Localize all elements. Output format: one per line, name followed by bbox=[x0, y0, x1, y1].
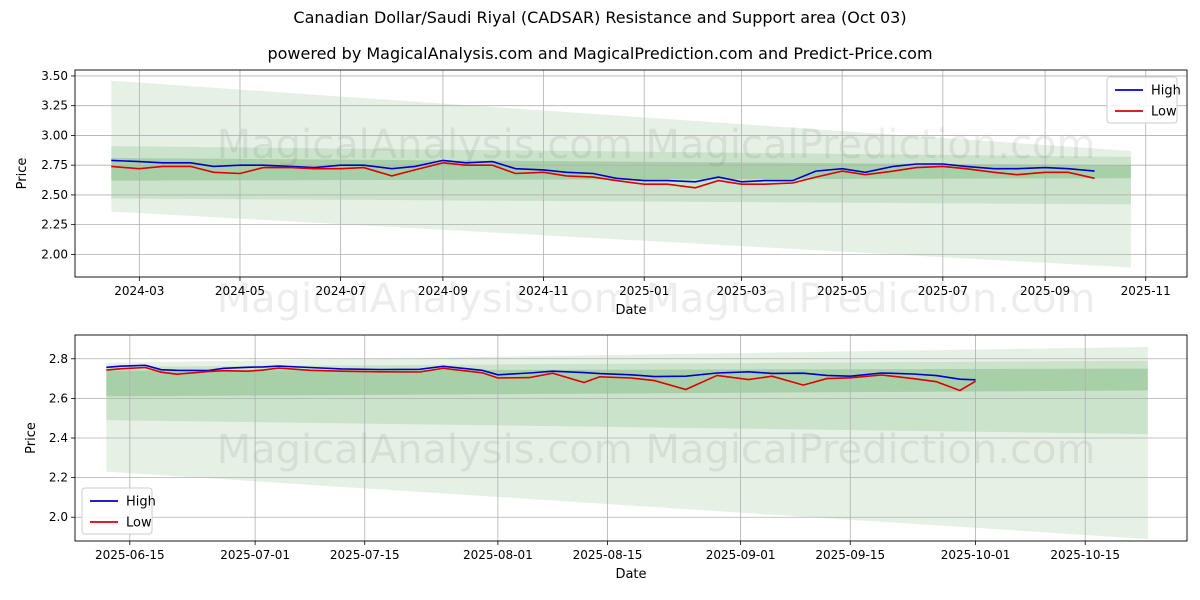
plot-frame bbox=[74, 69, 1188, 278]
legend: High Low bbox=[1106, 76, 1181, 124]
y-axis-label: Price bbox=[15, 158, 30, 190]
legend-label-high: High bbox=[126, 495, 156, 510]
resistance-support-band-1 bbox=[106, 346, 1148, 540]
watermark: MagicalAnalysis.com MagicalPrediction.co… bbox=[217, 427, 1096, 473]
legend-label-low: Low bbox=[126, 516, 152, 531]
watermark: MagicalAnalysis.com MagicalPrediction.co… bbox=[217, 276, 1096, 322]
x-tick-label: 2025-09-15 bbox=[815, 548, 885, 562]
y-tick-label: 2.0 bbox=[49, 510, 68, 524]
x-tick-label: 2025-07-15 bbox=[330, 548, 400, 562]
x-tick-label: 2024-07 bbox=[316, 284, 366, 298]
x-tick-label: 2024-09 bbox=[418, 284, 468, 298]
chart-subtitle: powered by MagicalAnalysis.com and Magic… bbox=[267, 44, 933, 63]
y-tick-label: 3.50 bbox=[41, 69, 68, 83]
series-line-low bbox=[106, 366, 977, 392]
watermark: MagicalAnalysis.com MagicalPrediction.co… bbox=[217, 122, 1096, 168]
y-tick-label: 2.2 bbox=[49, 471, 68, 485]
x-axis-label: Date bbox=[615, 303, 646, 318]
x-tick-label: 2025-08-15 bbox=[573, 548, 643, 562]
x-tick-label: 2025-10-15 bbox=[1050, 548, 1120, 562]
x-tick-label: 2025-03 bbox=[716, 284, 766, 298]
x-tick-label: 2025-11 bbox=[1121, 284, 1171, 298]
legend: High Low bbox=[81, 487, 156, 535]
resistance-support-band-2 bbox=[106, 360, 1148, 435]
plot-frame bbox=[74, 334, 1188, 542]
x-tick-label: 2024-03 bbox=[114, 284, 164, 298]
chart-title: Canadian Dollar/Saudi Riyal (CADSAR) Res… bbox=[293, 8, 907, 27]
y-tick-label: 3.25 bbox=[41, 99, 68, 113]
x-tick-label: 2025-07-01 bbox=[220, 548, 290, 562]
y-tick-label: 3.00 bbox=[41, 128, 68, 142]
y-tick-label: 2.6 bbox=[49, 391, 68, 405]
x-tick-label: 2025-09 bbox=[1020, 284, 1070, 298]
y-tick-label: 2.00 bbox=[41, 247, 68, 261]
y-tick-label: 2.25 bbox=[41, 218, 68, 232]
resistance-support-band-2 bbox=[111, 146, 1131, 205]
series-line-high bbox=[111, 159, 1095, 183]
y-tick-label: 2.50 bbox=[41, 188, 68, 202]
y-tick-label: 2.4 bbox=[49, 431, 68, 445]
x-tick-label: 2024-05 bbox=[215, 284, 265, 298]
x-tick-label: 2025-09-01 bbox=[706, 548, 776, 562]
y-tick-label: 2.75 bbox=[41, 158, 68, 172]
resistance-support-band-3 bbox=[111, 158, 1131, 181]
chart-panel-2: MagicalAnalysis.com MagicalPrediction.co… bbox=[24, 334, 1188, 582]
x-tick-label: 2025-01 bbox=[619, 284, 669, 298]
x-tick-label: 2024-11 bbox=[518, 284, 568, 298]
x-tick-label: 2025-08-01 bbox=[463, 548, 533, 562]
x-axis-label: Date bbox=[615, 567, 646, 582]
x-tick-label: 2025-07 bbox=[918, 284, 968, 298]
x-tick-label: 2025-05 bbox=[817, 284, 867, 298]
legend-label-low: Low bbox=[1151, 105, 1177, 120]
x-tick-label: 2025-06-15 bbox=[95, 548, 165, 562]
chart-panel-1: MagicalAnalysis.com MagicalPrediction.co… bbox=[15, 69, 1188, 322]
series-line-high bbox=[106, 364, 976, 381]
series-line-low bbox=[111, 161, 1095, 189]
x-tick-label: 2025-10-01 bbox=[941, 548, 1011, 562]
y-axis-label: Price bbox=[24, 422, 39, 454]
y-tick-label: 2.8 bbox=[49, 352, 68, 366]
resistance-support-band-1 bbox=[111, 80, 1131, 268]
legend-label-high: High bbox=[1151, 84, 1181, 99]
